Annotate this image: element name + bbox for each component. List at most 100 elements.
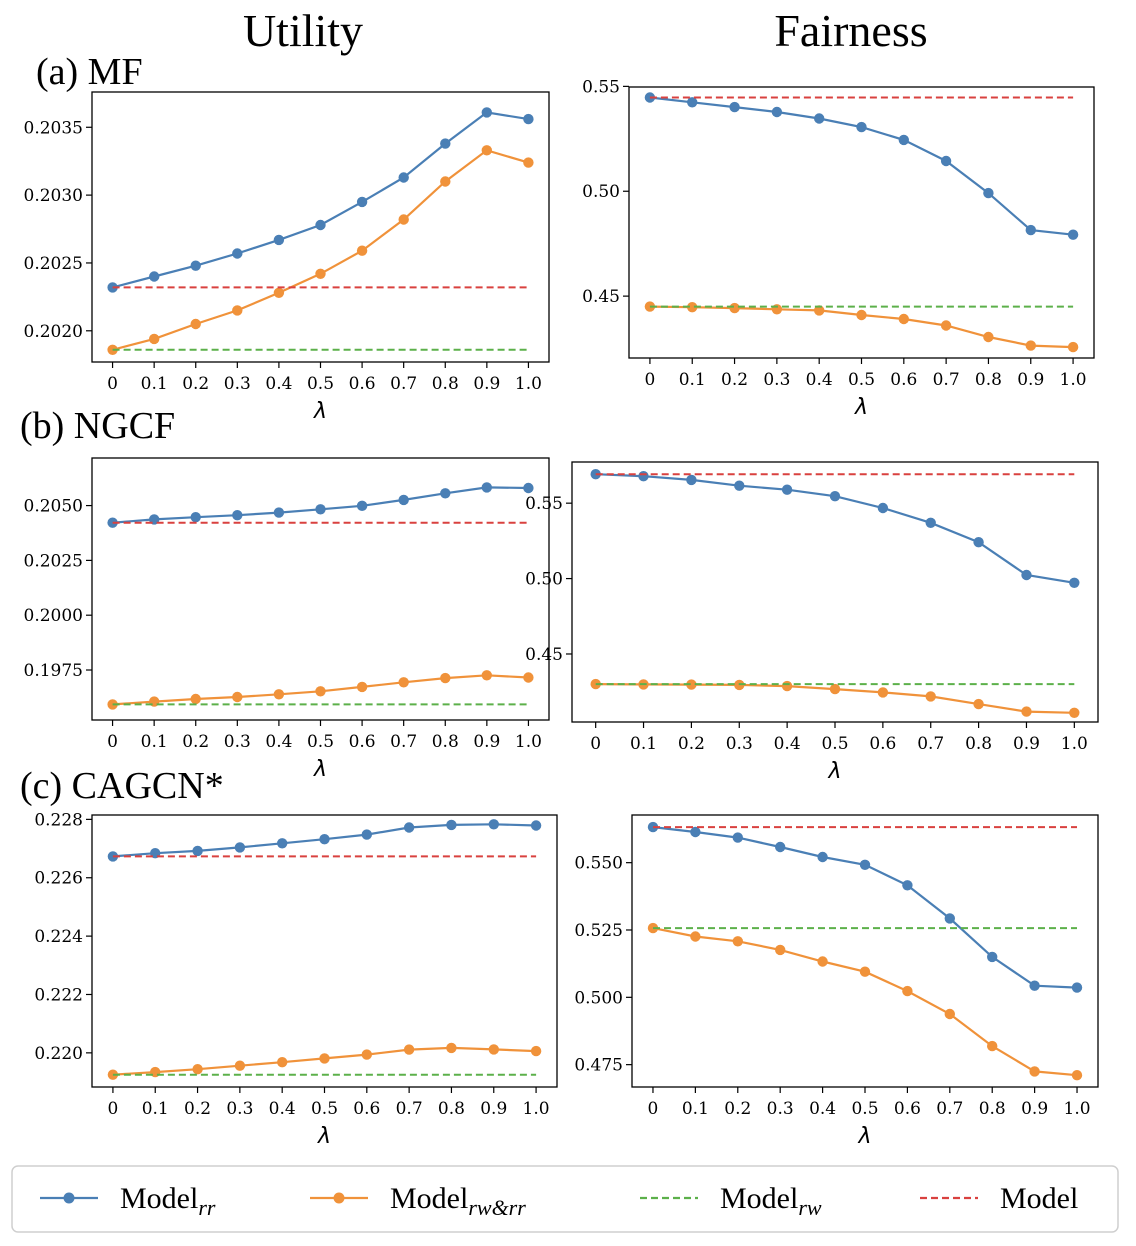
chart-4-series-model-rw-rr-point-5 xyxy=(319,1053,330,1064)
chart-3-x-tick-label-6: 0.6 xyxy=(869,734,896,754)
chart-2-series-model-rr-point-4 xyxy=(273,507,285,518)
chart-5-series-model-rw-rr-point-7 xyxy=(944,1008,955,1020)
chart-3-series-model-rr-point-6 xyxy=(877,502,889,514)
chart-0-series-model-rw-rr-point-8 xyxy=(440,176,451,187)
chart-4-series-model-rr-point-6 xyxy=(361,829,372,840)
chart-5-series-model-rw-rr-point-9 xyxy=(1029,1066,1040,1077)
chart-3-x-tick-label-4: 0.4 xyxy=(774,734,801,754)
chart-4-y-tick-label-0: 0.220 xyxy=(34,1044,83,1064)
chart-5-y-tick-label-0: 0.475 xyxy=(574,1056,623,1076)
chart-2-series-model-rw-rr-point-7 xyxy=(398,677,409,688)
chart-2-y-tick-label-1: 0.2000 xyxy=(24,606,83,626)
chart-5-x-tick-label-1: 0.1 xyxy=(682,1099,709,1119)
chart-3-series-model-rw-rr-point-8 xyxy=(973,698,984,710)
chart-0-series-model-rw-rr-point-6 xyxy=(356,245,368,256)
chart-3-x-tick-label-2: 0.2 xyxy=(678,734,705,754)
chart-2-x-tick-label-10: 1.0 xyxy=(515,732,542,752)
chart-2-x-tick-label-1: 0.1 xyxy=(141,732,168,752)
chart-3-series-model-rr-point-5 xyxy=(829,491,841,502)
chart-3-series-model-rr-line xyxy=(595,473,1075,584)
chart-2-series-model-rw-rr-point-2 xyxy=(190,693,201,705)
chart-0-y-tick-label-0: 0.2020 xyxy=(24,322,83,342)
chart-4-x-tick-label-3: 0.3 xyxy=(226,1099,253,1119)
chart-5-series-model-rr-point-8 xyxy=(987,951,998,963)
legend-label-1: Modelrw&rr xyxy=(390,1182,526,1220)
chart-1-series-model-rw-rr-point-4 xyxy=(814,305,825,316)
chart-1-series-model-rr-point-5 xyxy=(856,121,867,133)
chart-3-series-model-rw-rr-point-10 xyxy=(1069,707,1080,718)
chart-1-x-tick-label-0: 0 xyxy=(645,370,656,390)
chart-2-series-model-rr-point-8 xyxy=(440,488,451,499)
column-title-fairness: Fairness xyxy=(774,5,927,56)
chart-panels: 0 0.1 0.2 0.3 0.4 0.5 0.6 0.7 0.8 0.9 1.0 0.2020 0.2… xyxy=(24,77,1099,1149)
chart-2-x-tick-label-2: 0.2 xyxy=(182,732,209,752)
chart-1-x-tick-label-9: 0.9 xyxy=(1017,370,1044,390)
chart-5-x-tick-label-4: 0.4 xyxy=(809,1099,836,1119)
chart-5-y-tick-label-1: 0.500 xyxy=(574,988,623,1008)
column-title-utility: Utility xyxy=(243,5,363,56)
chart-0-series-model-rr-point-1 xyxy=(149,271,160,282)
chart-1-series-model-rr-point-10 xyxy=(1067,229,1079,240)
chart-3-series-model-rr-point-10 xyxy=(1069,577,1080,588)
chart-2-series-model-rr-point-7 xyxy=(398,494,409,506)
chart-3-y-tick-label-2: 0.55 xyxy=(525,494,563,514)
chart-4-series-model-rr-point-10 xyxy=(530,820,542,831)
chart-5-series-model-rr-point-1 xyxy=(690,826,701,838)
chart-1-x-tick-label-7: 0.7 xyxy=(933,370,960,390)
chart-4-series-model-rw-rr-point-4 xyxy=(277,1057,288,1068)
chart-1-series-model-rr-point-6 xyxy=(898,134,909,146)
chart-5-series-model-rw-rr-point-5 xyxy=(859,966,871,977)
chart-0-series-model-rr-point-3 xyxy=(232,248,243,259)
chart-4: 0 0.1 0.2 0.3 0.4 0.5 0.6 0.7 0.8 0.9 1.0 0.220 0.22… xyxy=(34,810,558,1149)
chart-1-series-model-rw-rr-point-9 xyxy=(1025,340,1037,351)
chart-0-y-tick-label-3: 0.2035 xyxy=(24,118,83,138)
chart-2: 0 0.1 0.2 0.3 0.4 0.5 0.6 0.7 0.8 0.9 1.0 0.1975 0.2… xyxy=(24,457,550,782)
chart-0-x-tick-label-2: 0.2 xyxy=(182,374,209,394)
legend: Modelrr Modelrw&rr Modelrw Model xyxy=(11,1165,1119,1233)
chart-2-series-model-rr-point-9 xyxy=(481,482,492,493)
chart-2-x-tick-label-6: 0.6 xyxy=(349,732,376,752)
chart-0-x-tick-label-4: 0.4 xyxy=(265,374,292,394)
chart-5-series-model-rw-rr-point-1 xyxy=(690,931,701,942)
chart-0-series-model-rr-point-6 xyxy=(356,196,368,208)
chart-4-series-model-rr-point-8 xyxy=(446,819,457,831)
chart-1-x-tick-label-2: 0.2 xyxy=(721,370,748,390)
chart-1-x-tick-label-4: 0.4 xyxy=(806,370,833,390)
chart-1-series-model-rr-point-8 xyxy=(983,187,994,199)
chart-5-x-tick-label-10: 1.0 xyxy=(1064,1099,1091,1119)
chart-2-series-model-rw-rr-point-10 xyxy=(523,672,534,683)
chart-5-series-model-rw-rr-point-6 xyxy=(902,985,913,997)
chart-1-series-model-rr-point-2 xyxy=(729,101,740,113)
chart-1-series-model-rr-point-4 xyxy=(814,113,825,124)
chart-4-series-model-rr-point-7 xyxy=(403,822,415,833)
chart-4-x-tick-label-5: 0.5 xyxy=(311,1099,338,1119)
chart-3-series-model-rw-rr-point-7 xyxy=(925,691,936,702)
chart-5-series-model-rr-line xyxy=(652,826,1078,989)
chart-0-x-tick-label-9: 0.9 xyxy=(473,374,500,394)
chart-2-series-model-rr-point-3 xyxy=(232,510,243,521)
chart-1-series-model-rw-rr-point-8 xyxy=(983,331,994,343)
chart-4-x-tick-label-8: 0.8 xyxy=(438,1099,465,1119)
chart-4-x-tick-label-10: 1.0 xyxy=(523,1099,550,1119)
chart-2-series-model-rw-rr-point-3 xyxy=(232,691,243,703)
chart-1-series-model-rw-rr-point-2 xyxy=(729,302,740,314)
chart-4-y-tick-label-1: 0.222 xyxy=(34,985,83,1005)
chart-0-series-model-rr-point-7 xyxy=(398,172,409,183)
chart-0-x-tick-label-5: 0.5 xyxy=(307,374,334,394)
chart-0-series-model-rw-rr-point-7 xyxy=(398,214,409,225)
chart-5-x-tick-label-5: 0.5 xyxy=(851,1099,878,1119)
chart-4-series-model-rr-point-4 xyxy=(277,838,288,849)
chart-2-y-tick-label-2: 0.2025 xyxy=(24,551,83,571)
chart-3-series-model-rr-point-2 xyxy=(686,474,697,486)
chart-4-series-model-rr-point-5 xyxy=(319,834,330,845)
chart-5-series-model-rr-point-2 xyxy=(732,832,743,843)
chart-0-x-tick-label-0: 0 xyxy=(107,374,118,394)
chart-5-x-tick-label-8: 0.8 xyxy=(979,1099,1006,1119)
chart-1-x-tick-label-5: 0.5 xyxy=(848,370,875,390)
chart-5-x-tick-label-9: 0.9 xyxy=(1021,1099,1048,1119)
chart-3: 0 0.1 0.2 0.3 0.4 0.5 0.6 0.7 0.8 0.9 1.0 0.45 0.50 0… xyxy=(525,461,1099,784)
chart-4-series-model-rw-rr-point-7 xyxy=(403,1044,415,1055)
chart-3-series-model-rr-point-8 xyxy=(973,537,984,548)
chart-2-series-model-rr-point-10 xyxy=(523,482,534,494)
